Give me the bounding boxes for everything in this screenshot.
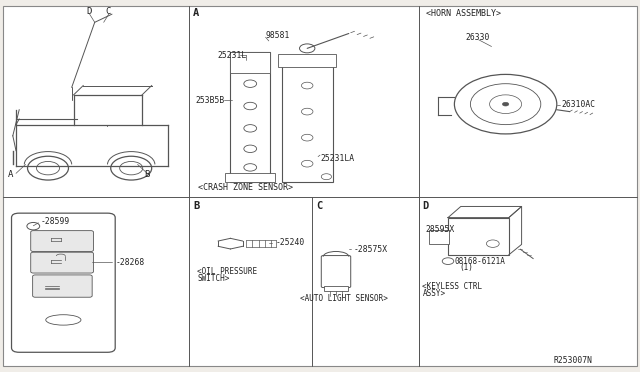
Text: 28595X: 28595X <box>426 225 455 234</box>
Bar <box>230 52 270 182</box>
Text: -25240: -25240 <box>275 238 305 247</box>
Text: B: B <box>144 170 149 179</box>
Text: 25231LA: 25231LA <box>320 154 354 163</box>
Text: -28575X: -28575X <box>353 245 387 254</box>
Bar <box>225 173 275 182</box>
Text: A: A <box>8 170 13 179</box>
Text: A: A <box>193 8 200 18</box>
Text: -28268: -28268 <box>115 258 145 267</box>
Text: ASSY>: ASSY> <box>422 289 445 298</box>
Text: 25231L: 25231L <box>218 51 247 60</box>
Text: SWITCH>: SWITCH> <box>197 274 230 283</box>
Text: C: C <box>316 202 323 211</box>
Bar <box>230 52 270 73</box>
FancyBboxPatch shape <box>31 231 93 251</box>
Text: R253007N: R253007N <box>554 356 593 365</box>
Bar <box>429 230 449 244</box>
Text: <HORN ASSEMBLY>: <HORN ASSEMBLY> <box>426 9 500 17</box>
Bar <box>448 218 509 255</box>
Text: <KEYLESS CTRL: <KEYLESS CTRL <box>422 282 483 291</box>
FancyBboxPatch shape <box>33 275 92 297</box>
FancyBboxPatch shape <box>321 256 351 288</box>
Bar <box>324 286 348 291</box>
Text: 08168-6121A: 08168-6121A <box>454 257 505 266</box>
Bar <box>282 60 333 182</box>
Text: <AUTO LIGHT SENSOR>: <AUTO LIGHT SENSOR> <box>300 294 387 303</box>
Text: D: D <box>422 202 429 211</box>
Circle shape <box>502 102 509 106</box>
Bar <box>278 54 336 67</box>
Text: (1): (1) <box>460 263 474 272</box>
Text: 26310AC: 26310AC <box>562 100 596 109</box>
FancyBboxPatch shape <box>12 213 115 352</box>
Text: <OIL PRESSURE: <OIL PRESSURE <box>197 267 257 276</box>
Text: -28599: -28599 <box>40 217 70 226</box>
Text: C: C <box>106 7 111 16</box>
Text: <CRASH ZONE SENSOR>: <CRASH ZONE SENSOR> <box>198 183 293 192</box>
FancyBboxPatch shape <box>31 252 93 273</box>
Text: 26330: 26330 <box>466 33 490 42</box>
Text: B: B <box>193 202 200 211</box>
Text: 253B5B: 253B5B <box>195 96 225 105</box>
Text: D: D <box>86 7 92 16</box>
Text: 98581: 98581 <box>266 31 290 40</box>
